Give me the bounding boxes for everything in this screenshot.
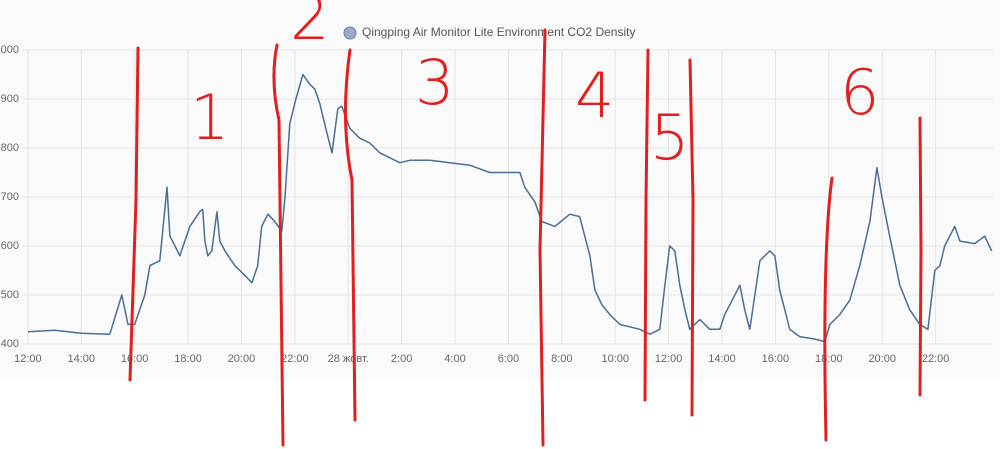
- x-tick-label: 8:00: [551, 353, 572, 365]
- x-tick-label: 14:00: [68, 353, 96, 365]
- legend-label[interactable]: Qingping Air Monitor Lite Environment CO…: [362, 25, 635, 39]
- x-tick-label: 18:00: [174, 353, 202, 365]
- red-line: [272, 43, 285, 447]
- x-tick-label: 12:00: [655, 353, 683, 365]
- x-tick-label: 20:00: [868, 353, 896, 365]
- plot-area: 400500600700800900100012:0014:0016:0018:…: [0, 44, 993, 365]
- x-tick-label: 10:00: [601, 353, 629, 365]
- x-tick-label: 6:00: [498, 353, 519, 365]
- red-line: [128, 46, 140, 382]
- annotation: 2: [290, 0, 329, 54]
- x-tick-label: 4:00: [444, 353, 465, 365]
- annotation: 5: [650, 101, 689, 174]
- x-tick-label: 18:00: [815, 353, 843, 365]
- y-tick-label: 800: [1, 142, 19, 154]
- annotation: 3: [415, 46, 454, 119]
- red-line: [538, 28, 547, 447]
- red-line: [643, 48, 650, 402]
- annotation: 6: [840, 56, 879, 129]
- data-line: [27, 73, 993, 343]
- x-tick-label: 22:00: [922, 353, 950, 365]
- x-tick-label: 14:00: [708, 353, 736, 365]
- red-line: [343, 48, 357, 422]
- y-tick-label: 700: [1, 191, 19, 203]
- red-line: [918, 116, 923, 397]
- y-tick-label: 1000: [0, 44, 19, 56]
- annotation: 1: [190, 81, 229, 154]
- red-line: [688, 58, 695, 417]
- y-tick-label: 900: [1, 93, 19, 105]
- annotation: 4: [575, 59, 614, 132]
- x-tick-label: 28 жовт.: [328, 353, 369, 365]
- hand-lines: [128, 28, 923, 447]
- annotations: 1 2 3 45 6: [190, 0, 879, 174]
- x-tick-label: 20:00: [228, 353, 256, 365]
- x-tick-label: 16:00: [762, 353, 790, 365]
- y-tick-label: 600: [1, 240, 19, 252]
- x-tick-label: 22:00: [281, 353, 309, 365]
- y-tick-label: 400: [1, 338, 19, 350]
- x-tick-label: 12:00: [14, 353, 42, 365]
- y-tick-label: 500: [1, 289, 19, 301]
- x-tick-label: 2:00: [391, 353, 412, 365]
- legend-swatch[interactable]: [343, 26, 357, 40]
- x-tick-label: 16:00: [121, 353, 149, 365]
- red-line: [823, 176, 834, 442]
